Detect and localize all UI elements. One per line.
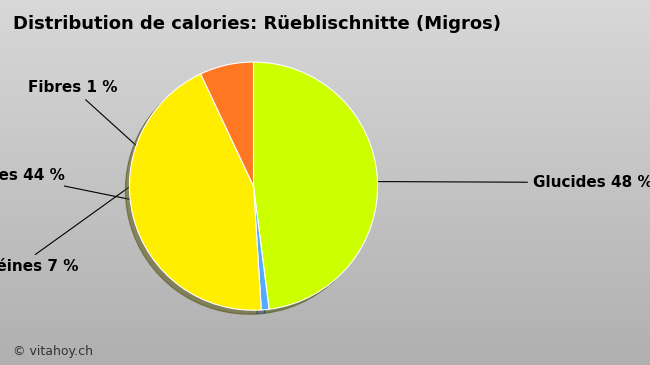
Wedge shape (254, 186, 269, 310)
Wedge shape (129, 74, 261, 310)
Text: Protéines 7 %: Protéines 7 % (0, 116, 228, 274)
Text: Distribution de calories: Rüeblischnitte (Migros): Distribution de calories: Rüeblischnitte… (13, 15, 501, 32)
Wedge shape (201, 62, 254, 186)
Text: Fibres 1 %: Fibres 1 % (27, 80, 260, 258)
Text: Lipides 44 %: Lipides 44 % (0, 168, 152, 205)
Text: © vitahoy.ch: © vitahoy.ch (13, 345, 93, 358)
Text: Glucides 48 %: Glucides 48 % (358, 175, 650, 190)
Wedge shape (254, 62, 378, 309)
